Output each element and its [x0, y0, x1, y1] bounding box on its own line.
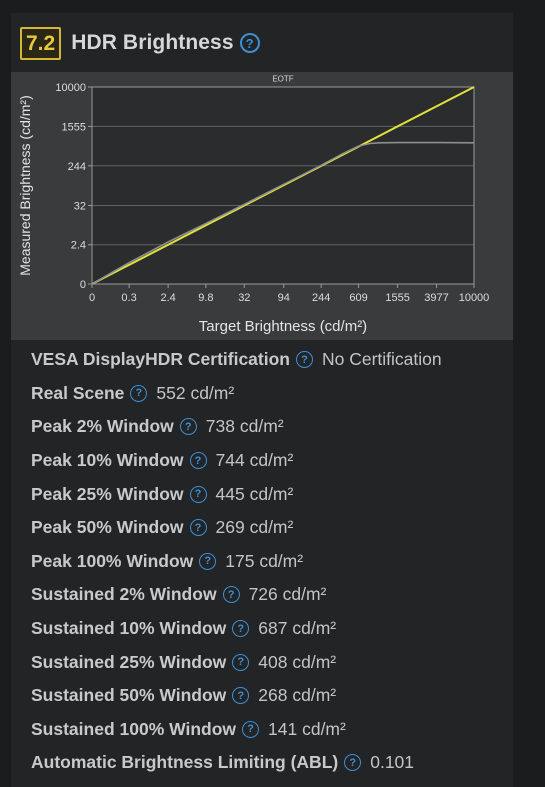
- measurement-value: 726 cd/m²: [248, 584, 327, 605]
- question-circle-icon[interactable]: ?: [232, 620, 250, 638]
- measurement-label: Peak 50% Window: [31, 517, 184, 538]
- measurement-label: Sustained 2% Window: [31, 584, 217, 605]
- measurement-label: VESA DisplayHDR Certification: [31, 349, 290, 370]
- measurement-value: 268 cd/m²: [258, 685, 337, 706]
- x-tick-label: 0: [89, 292, 95, 304]
- measurement-value: 0.101: [370, 752, 415, 773]
- measurement-row: Peak 10% Window? 744 cd/m²: [31, 444, 511, 478]
- x-tick-label: 94: [278, 292, 290, 304]
- measurement-row: Sustained 10% Window? 687 cd/m²: [31, 612, 511, 646]
- measurement-label: Sustained 25% Window: [31, 651, 227, 672]
- measurement-label: Peak 10% Window: [31, 450, 184, 471]
- question-circle-icon[interactable]: ?: [179, 418, 197, 436]
- measurement-row: Sustained 2% Window? 726 cd/m²: [31, 578, 511, 612]
- y-axis-label: Measured Brightness (cd/m²): [17, 95, 33, 276]
- question-circle-icon[interactable]: ?: [189, 519, 207, 537]
- x-tick-label: 0.3: [121, 292, 136, 304]
- eotf-chart: 0 2.4 32 244 1555 10000 0 0.3 2.4 9.8 32 94 244 609 15…: [11, 72, 513, 340]
- y-tick-label: 10000: [55, 82, 86, 94]
- measurement-value: 141 cd/m²: [268, 718, 346, 739]
- measurement-row: Sustained 50% Window? 268 cd/m²: [31, 679, 511, 713]
- question-circle-icon[interactable]: ?: [130, 384, 148, 402]
- measurement-row: Peak 2% Window? 738 cd/m²: [31, 410, 511, 444]
- x-tick-label: 2.4: [160, 292, 175, 304]
- measurement-row: Real Scene? 552 cd/m²: [31, 377, 511, 411]
- measurement-row: Peak 25% Window? 445 cd/m²: [31, 477, 511, 511]
- x-axis-label: Target Brightness (cd/m²): [199, 318, 367, 335]
- measurement-row: Peak 50% Window? 269 cd/m²: [31, 511, 511, 545]
- measurement-row: Sustained 100% Window? 141 cd/m²: [31, 713, 511, 747]
- section-title: HDR Brightness: [71, 31, 234, 54]
- measured-eotf-line: [91, 141, 475, 285]
- x-tick-label: 9.8: [198, 292, 213, 304]
- question-circle-icon[interactable]: ?: [189, 485, 207, 503]
- measurement-value: No Certification: [322, 349, 442, 370]
- score-badge: 7.2: [20, 26, 62, 60]
- measurement-label: Sustained 10% Window: [31, 618, 227, 639]
- plot-border: [91, 86, 475, 285]
- measurement-value: 687 cd/m²: [258, 618, 337, 639]
- measurement-value: 175 cd/m²: [225, 550, 304, 571]
- measurement-value: 408 cd/m²: [258, 651, 337, 672]
- measurement-label: Real Scene: [31, 382, 125, 403]
- y-tick-label: 244: [68, 161, 86, 173]
- x-tick-label: 10000: [459, 292, 490, 304]
- measurement-value: 552 cd/m²: [156, 382, 235, 403]
- y-tick-label: 0: [80, 279, 86, 291]
- measurement-value: 269 cd/m²: [215, 517, 294, 538]
- chart-title: EOTF: [272, 75, 293, 84]
- eotf-chart-svg: 0 2.4 32 244 1555 10000 0 0.3 2.4 9.8 32 94 244 609 15…: [17, 75, 490, 336]
- question-circle-icon[interactable]: ?: [199, 552, 217, 570]
- question-circle-icon[interactable]: ?: [222, 586, 240, 604]
- question-circle-icon[interactable]: ?: [242, 720, 260, 738]
- y-tick-label: 2.4: [71, 240, 86, 252]
- question-circle-icon[interactable]: ?: [296, 351, 313, 369]
- measurement-label: Peak 2% Window: [31, 416, 174, 437]
- measurement-label: Peak 100% Window: [31, 550, 194, 571]
- y-tick-label: 32: [74, 200, 86, 212]
- y-tick-label: 1555: [62, 121, 86, 133]
- section-header: 7.2 HDR Brightness ?: [20, 26, 260, 60]
- question-circle-icon[interactable]: ?: [232, 653, 250, 671]
- measurement-label: Automatic Brightness Limiting (ABL): [31, 752, 339, 773]
- measurement-value: 445 cd/m²: [215, 483, 294, 504]
- x-tick-label: 609: [349, 292, 367, 304]
- measurement-row: Automatic Brightness Limiting (ABL)? 0.10…: [31, 746, 511, 780]
- question-circle-icon[interactable]: ?: [232, 687, 250, 705]
- measurement-row: Sustained 25% Window? 408 cd/m²: [31, 645, 511, 679]
- measurement-row: VESA DisplayHDR Certification? No Certifi…: [31, 343, 511, 377]
- measurement-list: VESA DisplayHDR Certification? No Certifi…: [31, 343, 511, 780]
- question-circle-icon[interactable]: ?: [344, 754, 362, 772]
- x-tick-label: 3977: [424, 292, 448, 304]
- x-tick-label: 1555: [385, 292, 409, 304]
- measurement-label: Sustained 100% Window: [31, 718, 237, 739]
- x-tick-label: 32: [238, 292, 250, 304]
- measurement-value: 744 cd/m²: [215, 450, 294, 471]
- measurement-row: Peak 100% Window? 175 cd/m²: [31, 545, 511, 579]
- measurement-value: 738 cd/m²: [205, 416, 284, 437]
- x-tick-label: 244: [312, 292, 330, 304]
- question-circle-icon[interactable]: ?: [239, 33, 260, 53]
- measurement-label: Peak 25% Window: [31, 483, 184, 504]
- measurement-label: Sustained 50% Window: [31, 685, 227, 706]
- question-circle-icon[interactable]: ?: [189, 452, 207, 470]
